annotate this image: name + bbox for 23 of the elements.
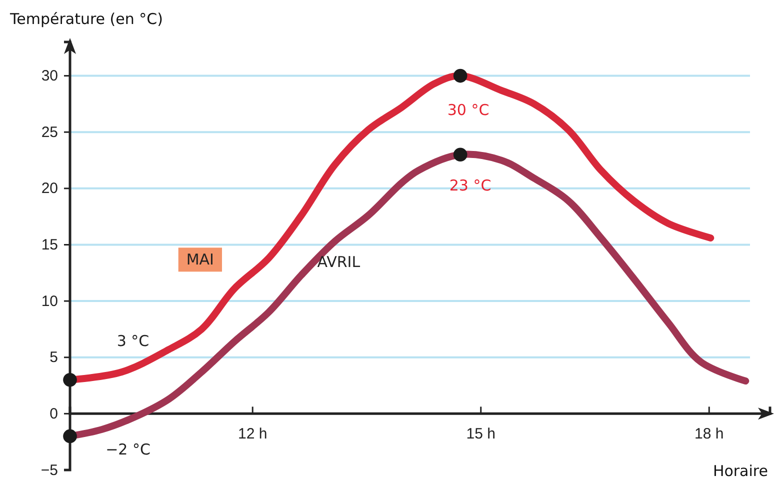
y-tick-label: 10 — [41, 292, 58, 310]
y-tick-label: 30 — [41, 68, 58, 85]
y-tick-label: 15 — [41, 236, 58, 254]
y-tick-label: 5 — [50, 349, 58, 366]
point — [63, 373, 77, 387]
annotation: 23 °C — [449, 176, 492, 195]
point — [63, 429, 77, 444]
x-tick-label: 18 h — [694, 425, 724, 442]
y-tick-label: 0 — [50, 405, 58, 422]
annotation: 3 °C — [116, 332, 150, 350]
point — [453, 68, 468, 83]
y-tick-label: 20 — [41, 180, 58, 198]
x-tick-label: 12 h — [238, 425, 268, 442]
series-label: MAI — [186, 250, 214, 269]
y-axis-title: Température (en °C) — [9, 10, 163, 28]
annotation: −2 °C — [106, 440, 150, 458]
x-axis-title: Horaire — [712, 462, 768, 480]
y-tick-label: −5 — [40, 462, 58, 479]
annotation: 30 °C — [447, 100, 490, 119]
point — [453, 148, 468, 162]
y-tick-label: 25 — [41, 124, 58, 141]
series-label: AVRIL — [317, 253, 361, 272]
x-tick-label: 15 h — [466, 425, 496, 442]
